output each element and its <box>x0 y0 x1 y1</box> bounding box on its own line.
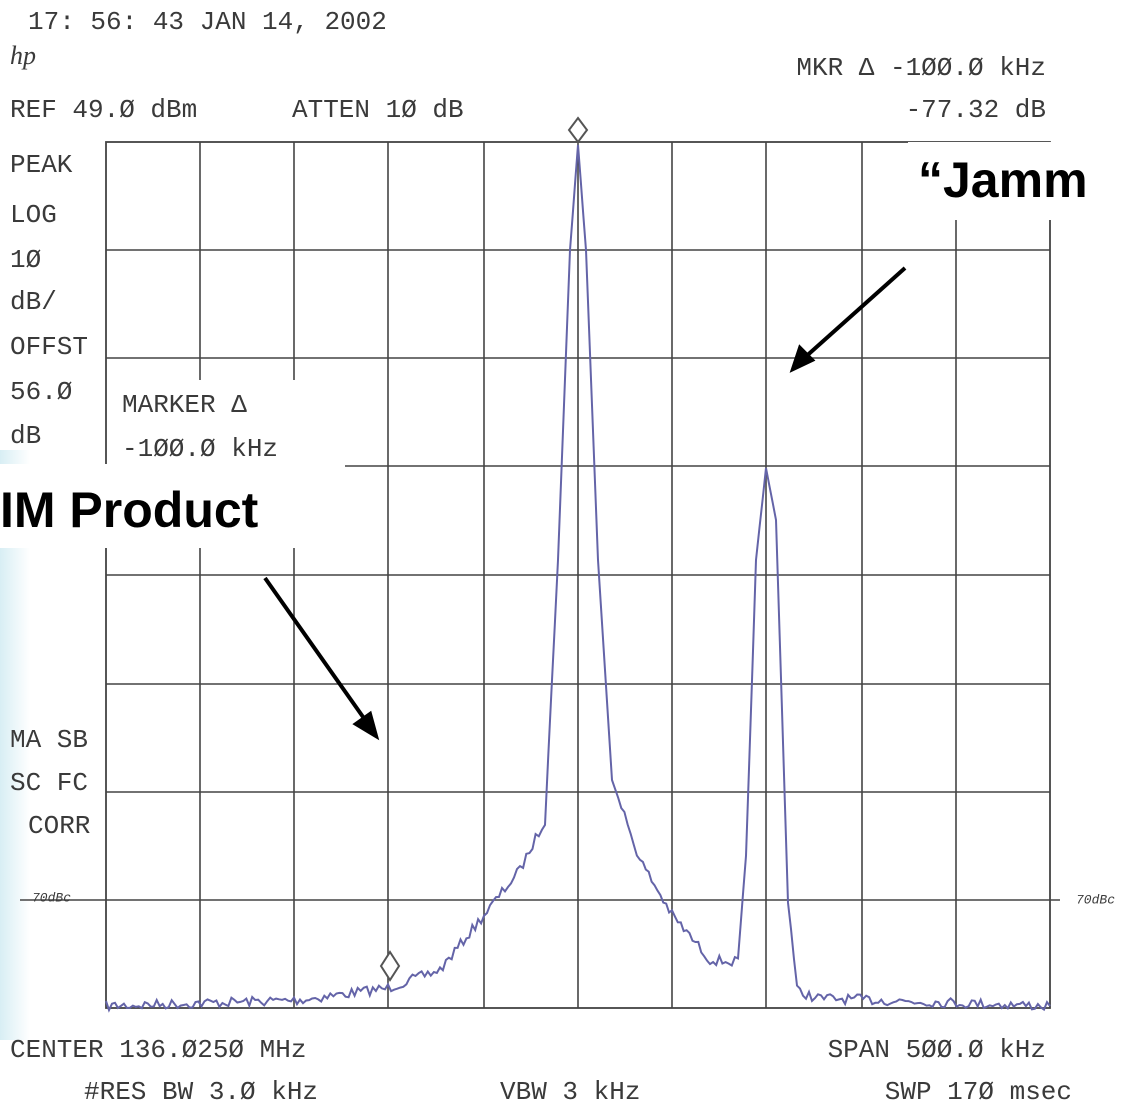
arrows <box>263 266 907 741</box>
marker-box-label: -1ØØ.Ø kHz <box>122 434 278 464</box>
marker-box-label: MARKER Δ <box>122 390 247 420</box>
marker-box <box>108 380 318 464</box>
side-label: LOG <box>10 200 57 230</box>
side-label: dB/ <box>10 287 57 317</box>
side-label: 1Ø <box>10 245 41 275</box>
im-annotation: IM Product <box>0 482 259 538</box>
vbw: VBW 3 kHz <box>500 1077 640 1107</box>
mode-label: CORR <box>28 811 90 841</box>
timestamp: 17: 56: 43 JAN 14, 2002 <box>28 7 387 37</box>
sweep: SWP 17Ø msec <box>885 1077 1072 1107</box>
span: SPAN 5ØØ.Ø kHz <box>828 1035 1046 1065</box>
side-label: OFFST <box>10 332 88 362</box>
side-label: dB <box>10 421 41 451</box>
marker-diamond <box>379 116 589 982</box>
side-label: PEAK <box>10 150 73 180</box>
annotation-box <box>0 464 345 548</box>
graticule <box>20 141 1060 1009</box>
ref-level: REF 49.Ø dBm <box>10 95 197 125</box>
mode-label: SC FC <box>10 768 88 798</box>
annotation-box <box>908 142 1136 220</box>
logo: hp <box>10 41 36 70</box>
center-freq: CENTER 136.Ø25Ø MHz <box>10 1035 306 1065</box>
rbw: #RES BW 3.Ø kHz <box>84 1077 318 1107</box>
jammer-annotation: “Jamm <box>918 152 1088 208</box>
level-note: 70dBc <box>1076 892 1115 907</box>
marker-level: -77.32 dB <box>906 95 1046 125</box>
label-mask <box>0 140 104 450</box>
marker-readout: MKR Δ -1ØØ.Ø kHz <box>796 53 1046 83</box>
trace <box>105 144 1051 1013</box>
side-label: 56.Ø <box>10 377 72 407</box>
level-note: 70dBc <box>32 890 71 905</box>
attenuation: ATTEN 1Ø dB <box>292 95 464 125</box>
mode-label: MA SB <box>10 725 88 755</box>
